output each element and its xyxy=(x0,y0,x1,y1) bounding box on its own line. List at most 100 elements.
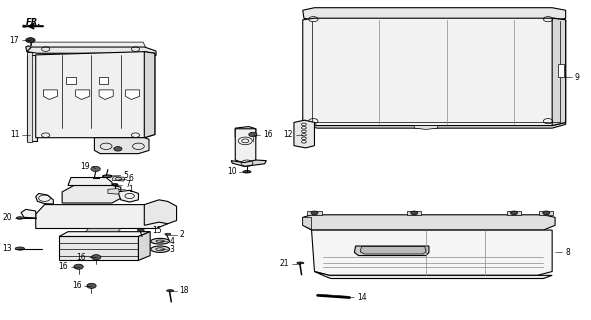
Polygon shape xyxy=(26,46,31,52)
Ellipse shape xyxy=(15,247,25,250)
Circle shape xyxy=(26,38,35,43)
Circle shape xyxy=(114,147,122,151)
Text: 17: 17 xyxy=(9,36,20,45)
Polygon shape xyxy=(95,138,149,154)
Ellipse shape xyxy=(151,246,170,252)
Polygon shape xyxy=(66,77,76,84)
Polygon shape xyxy=(355,246,429,256)
Text: 8: 8 xyxy=(565,248,570,257)
Polygon shape xyxy=(303,8,566,21)
Circle shape xyxy=(301,140,306,143)
Ellipse shape xyxy=(297,262,304,264)
Text: 18: 18 xyxy=(180,286,189,295)
Polygon shape xyxy=(361,247,426,254)
Polygon shape xyxy=(314,271,552,278)
Polygon shape xyxy=(27,55,37,141)
Text: 12: 12 xyxy=(283,130,293,139)
Circle shape xyxy=(74,264,83,269)
Text: 19: 19 xyxy=(80,162,90,171)
Circle shape xyxy=(411,211,418,215)
Polygon shape xyxy=(552,18,566,125)
Polygon shape xyxy=(144,52,155,138)
Ellipse shape xyxy=(165,233,171,235)
Circle shape xyxy=(301,126,306,129)
Text: 13: 13 xyxy=(2,244,12,253)
Text: 16: 16 xyxy=(72,281,82,290)
Polygon shape xyxy=(231,160,267,166)
Circle shape xyxy=(301,123,306,125)
Polygon shape xyxy=(108,189,119,194)
Circle shape xyxy=(301,137,306,140)
Polygon shape xyxy=(507,211,521,215)
Polygon shape xyxy=(35,204,168,228)
Polygon shape xyxy=(23,25,35,28)
Polygon shape xyxy=(125,90,139,100)
Text: 16: 16 xyxy=(264,130,273,139)
Polygon shape xyxy=(303,215,555,230)
Polygon shape xyxy=(43,90,57,100)
Circle shape xyxy=(311,211,318,215)
Circle shape xyxy=(301,133,306,136)
Text: 21: 21 xyxy=(280,259,289,268)
Polygon shape xyxy=(414,125,438,129)
Polygon shape xyxy=(59,236,138,260)
Ellipse shape xyxy=(151,238,170,244)
Circle shape xyxy=(249,132,257,137)
Text: 5: 5 xyxy=(124,171,129,180)
Text: 6: 6 xyxy=(128,174,134,183)
Polygon shape xyxy=(62,186,121,203)
Polygon shape xyxy=(539,211,553,215)
Polygon shape xyxy=(307,211,322,215)
Ellipse shape xyxy=(156,240,164,243)
Ellipse shape xyxy=(17,217,24,219)
Polygon shape xyxy=(27,47,156,55)
Text: 15: 15 xyxy=(152,226,161,235)
Text: 4: 4 xyxy=(170,237,174,246)
Polygon shape xyxy=(407,211,421,215)
Polygon shape xyxy=(59,232,150,236)
Circle shape xyxy=(301,130,306,132)
Polygon shape xyxy=(86,228,121,232)
Text: 20: 20 xyxy=(2,213,12,222)
Text: 3: 3 xyxy=(170,245,174,254)
Polygon shape xyxy=(138,232,150,260)
Text: 9: 9 xyxy=(574,73,579,82)
Ellipse shape xyxy=(167,290,174,292)
Ellipse shape xyxy=(112,184,118,185)
Polygon shape xyxy=(303,217,311,229)
Polygon shape xyxy=(112,177,125,181)
Polygon shape xyxy=(35,52,155,138)
Text: 16: 16 xyxy=(59,262,68,271)
Polygon shape xyxy=(303,122,566,128)
Polygon shape xyxy=(235,126,256,141)
Ellipse shape xyxy=(137,229,144,231)
Text: 11: 11 xyxy=(10,130,20,139)
Polygon shape xyxy=(303,18,566,125)
Polygon shape xyxy=(99,90,113,100)
Text: 14: 14 xyxy=(358,293,367,302)
Text: FR.: FR. xyxy=(26,19,41,28)
Circle shape xyxy=(511,211,518,215)
Circle shape xyxy=(543,211,550,215)
Polygon shape xyxy=(99,77,108,84)
Text: 16: 16 xyxy=(76,253,86,262)
Text: 7: 7 xyxy=(125,180,130,189)
Polygon shape xyxy=(27,52,31,142)
Ellipse shape xyxy=(103,175,112,178)
Polygon shape xyxy=(118,190,138,202)
Ellipse shape xyxy=(243,171,251,173)
Polygon shape xyxy=(235,129,256,163)
Circle shape xyxy=(91,166,100,172)
Circle shape xyxy=(92,255,101,260)
Text: 2: 2 xyxy=(180,230,184,239)
Polygon shape xyxy=(35,194,53,204)
Text: 1: 1 xyxy=(128,185,132,194)
Polygon shape xyxy=(558,64,564,77)
Polygon shape xyxy=(68,178,112,186)
Circle shape xyxy=(87,283,96,288)
Polygon shape xyxy=(144,200,177,225)
Polygon shape xyxy=(30,42,145,47)
Text: 10: 10 xyxy=(227,167,236,176)
Polygon shape xyxy=(76,90,90,100)
Polygon shape xyxy=(294,120,314,148)
